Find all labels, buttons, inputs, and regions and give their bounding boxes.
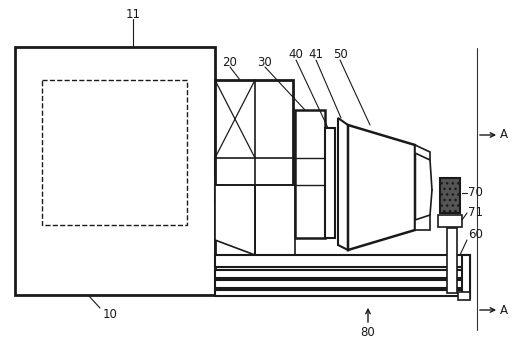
Bar	[42, 80, 187, 225]
Bar	[462, 255, 470, 298]
Text: 70: 70	[468, 187, 483, 200]
Text: 60: 60	[468, 228, 483, 241]
Bar	[458, 292, 470, 300]
Bar	[215, 80, 293, 255]
Bar	[325, 128, 335, 238]
Bar	[215, 290, 470, 296]
Text: 20: 20	[223, 55, 238, 68]
Text: A: A	[500, 304, 508, 317]
Polygon shape	[338, 118, 348, 250]
Polygon shape	[215, 185, 255, 255]
Bar	[15, 47, 215, 295]
Bar	[440, 178, 460, 213]
Text: 11: 11	[125, 7, 141, 20]
Bar	[215, 280, 470, 288]
Text: A: A	[500, 129, 508, 141]
Bar	[215, 270, 470, 278]
Text: 80: 80	[361, 326, 376, 340]
Bar	[215, 255, 470, 267]
Text: 71: 71	[468, 206, 483, 220]
Polygon shape	[415, 215, 430, 230]
Text: 41: 41	[308, 49, 324, 62]
Text: 50: 50	[333, 49, 348, 62]
Text: 10: 10	[103, 308, 117, 322]
Bar	[447, 228, 457, 293]
Bar	[438, 215, 462, 227]
Polygon shape	[255, 185, 295, 255]
Polygon shape	[415, 145, 430, 160]
Text: 40: 40	[288, 49, 304, 62]
Text: 30: 30	[258, 55, 272, 68]
Bar	[295, 110, 325, 238]
Bar	[215, 158, 233, 176]
Bar	[215, 185, 233, 203]
Polygon shape	[348, 125, 415, 250]
